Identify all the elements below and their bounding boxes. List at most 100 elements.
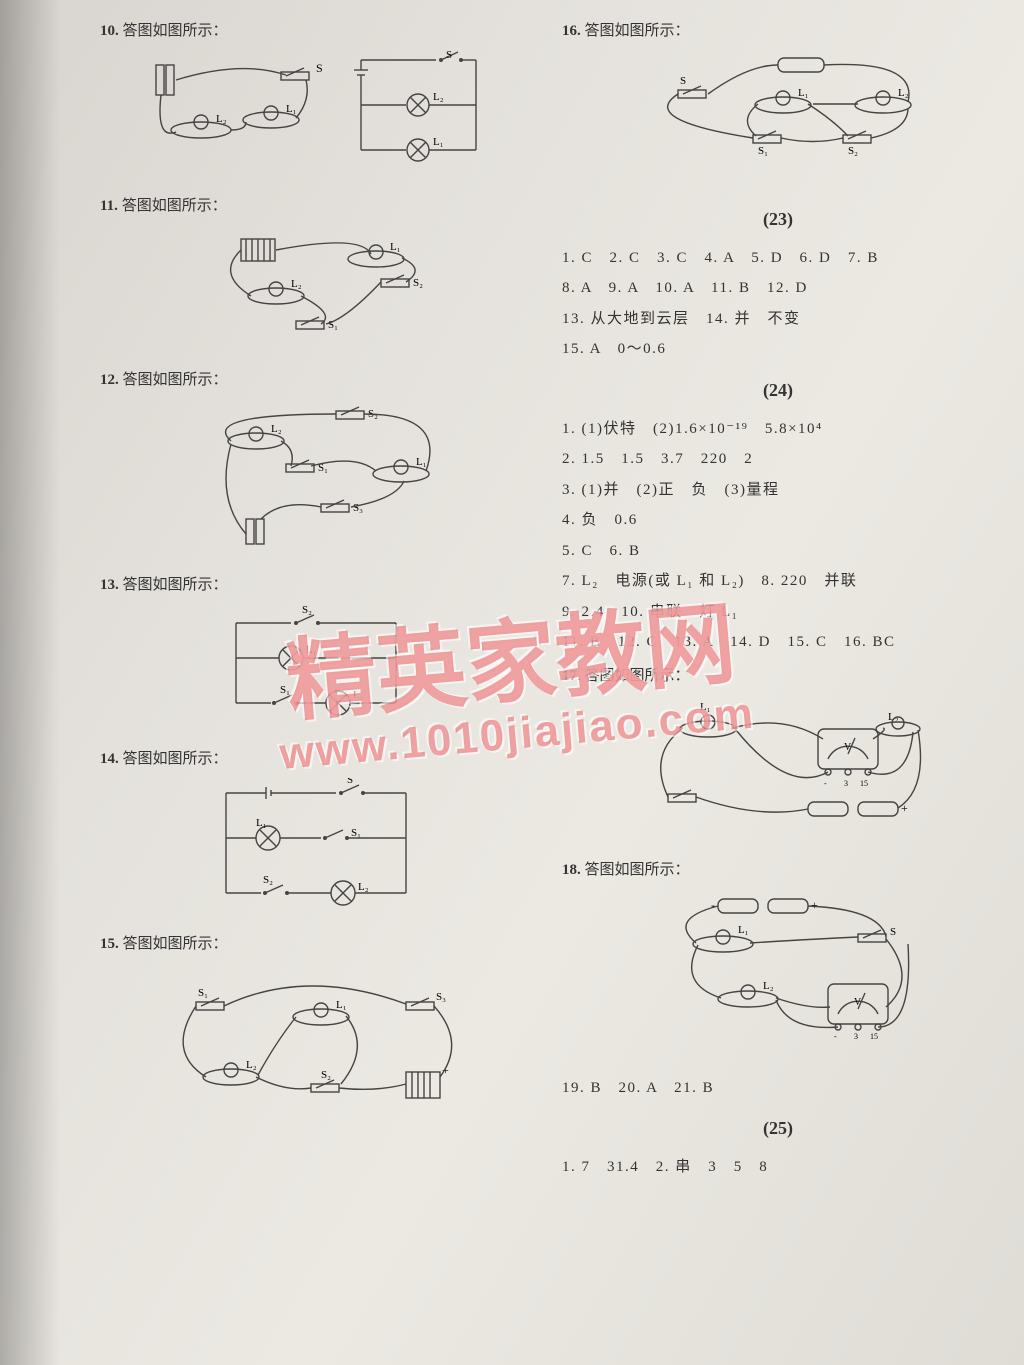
svg-text:L₂: L₂ [763, 980, 774, 992]
s24-l8: 11. B 12. C 13. A 14. D 15. C 16. BC [562, 628, 994, 657]
q13: 13. 答图如图所示： S₂ [100, 574, 532, 731]
q18-diagram: - + L₁ S L₂ [607, 888, 949, 1040]
svg-text:L₁: L₁ [433, 136, 444, 148]
q15-diagram: S₁ L₁ S₃ L₂ S₂ [145, 961, 487, 1123]
q15-label: 答图如图所示： [123, 936, 228, 952]
s24-l3: 3. (1)并 (2)正 负 (3)量程 [562, 476, 994, 505]
svg-text:S₁: S₁ [198, 987, 208, 999]
svg-text:L₁: L₁ [306, 644, 317, 656]
s23-l4: 15. A 0～0.6 [562, 335, 994, 364]
svg-text:L₁: L₁ [738, 924, 749, 936]
q18: 18. 答图如图所示： - + L₁ S [562, 859, 994, 1046]
q16-diagram: S L₁ L₂ S₁ S₂ [607, 49, 949, 171]
svg-text:L₂: L₂ [291, 278, 302, 290]
s25-l1: 1. 7 31.4 2. 串 3 5 8 [562, 1153, 994, 1182]
svg-text:V: V [844, 742, 852, 753]
q12-diagram: S₂ L₂ S₁ L₁ S₃ [145, 398, 487, 550]
svg-text:+: + [811, 898, 818, 912]
svg-text:S₃: S₃ [436, 991, 446, 1003]
svg-text:L₁: L₁ [336, 999, 347, 1011]
section-23-marker: (23) [562, 209, 994, 230]
section-25-marker: (25) [562, 1118, 994, 1139]
svg-text:-: - [711, 898, 715, 912]
svg-text:L₂: L₂ [353, 689, 364, 701]
svg-text:L₁: L₁ [390, 241, 401, 253]
svg-text:S: S [316, 61, 323, 75]
svg-text:S₃: S₃ [353, 502, 363, 514]
s23-l2: 8. A 9. A 10. A 11. B 12. D [562, 274, 994, 303]
s23-l1: 1. C 2. C 3. C 4. A 5. D 6. D 7. B [562, 244, 994, 273]
svg-text:S₂: S₂ [321, 1069, 331, 1081]
svg-text:S: S [890, 926, 896, 938]
svg-text:L₁: L₁ [286, 103, 297, 115]
s24-trailing: 19. B 20. A 21. B [562, 1074, 994, 1103]
q12-number: 12. [100, 372, 119, 388]
q14-diagram: S L₁ S₁ [200, 777, 432, 909]
svg-text:S₁: S₁ [758, 145, 768, 157]
left-column: 10. 答图如图所示： S L₂ [100, 20, 532, 1345]
s24-l1: 1. (1)伏特 (2)1.6×10⁻¹⁹ 5.8×10⁴ [562, 415, 994, 444]
q10-number: 10. [100, 23, 119, 39]
svg-text:15: 15 [870, 1032, 878, 1039]
q16-number: 16. [562, 23, 581, 39]
q11: 11. 答图如图所示： L₁ [100, 195, 532, 352]
svg-text:S: S [446, 50, 452, 61]
q16-label: 答图如图所示： [585, 23, 690, 39]
q11-number: 11. [100, 198, 118, 214]
svg-text:L₁: L₁ [700, 701, 711, 713]
s24-l7: 9. 2.4 10. 串联 灯 L₁ [562, 598, 994, 627]
q18-label: 答图如图所示： [585, 862, 690, 878]
q10-diagram: S L₂ L₁ [145, 49, 487, 171]
svg-text:L₂: L₂ [271, 423, 282, 435]
q11-label: 答图如图所示： [122, 198, 227, 214]
q17-number: 17. [562, 668, 581, 684]
q14: 14. 答图如图所示： S [100, 748, 532, 915]
s24-l5: 5. C 6. B [562, 537, 994, 566]
q17: 17. 答图如图所示： L₁ V - [562, 665, 994, 842]
q14-label: 答图如图所示： [123, 751, 228, 767]
q13-number: 13. [100, 577, 119, 593]
svg-text:L₂: L₂ [898, 87, 909, 99]
svg-text:S₁: S₁ [351, 827, 361, 839]
svg-text:15: 15 [860, 779, 868, 788]
svg-text:-: - [834, 1032, 837, 1039]
q18-number: 18. [562, 862, 581, 878]
svg-text:S₁: S₁ [280, 684, 290, 696]
svg-text:L₂: L₂ [433, 91, 444, 103]
svg-text:S: S [680, 75, 686, 87]
svg-text:S₂: S₂ [302, 604, 312, 616]
svg-text:L₂: L₂ [358, 881, 369, 893]
svg-text:L₂: L₂ [246, 1059, 257, 1071]
svg-text:L₁: L₁ [256, 817, 267, 829]
s24-l4: 4. 负 0.6 [562, 506, 994, 535]
q14-number: 14. [100, 751, 119, 767]
q11-diagram: L₁ S₂ L₂ S₁ [145, 223, 487, 345]
q17-label: 答图如图所示： [585, 668, 690, 684]
s24-l6: 7. L₂ 电源(或 L₁ 和 L₂) 8. 220 并联 [562, 567, 994, 596]
q10: 10. 答图如图所示： S L₂ [100, 20, 532, 177]
svg-text:V: V [854, 997, 862, 1008]
svg-text:L₂: L₂ [216, 113, 227, 125]
two-column-layout: 10. 答图如图所示： S L₂ [100, 20, 994, 1345]
q13-label: 答图如图所示： [123, 577, 228, 593]
section-24-marker: (24) [562, 380, 994, 401]
q15-number: 15. [100, 936, 119, 952]
svg-text:L₁: L₁ [416, 456, 427, 468]
s24-l2: 2. 1.5 1.5 3.7 220 2 [562, 445, 994, 474]
svg-text:-: - [824, 779, 827, 788]
q12-label: 答图如图所示： [123, 372, 228, 388]
page: 10. 答图如图所示： S L₂ [0, 0, 1024, 1365]
q10-label: 答图如图所示： [123, 23, 228, 39]
svg-text:3: 3 [844, 779, 848, 788]
q12: 12. 答图如图所示： S₂ L₂ S₁ [100, 369, 532, 556]
q17-diagram: L₁ V - 3 15 L₂ [607, 693, 949, 835]
svg-text:S₂: S₂ [848, 145, 858, 157]
right-column: 16. 答图如图所示： S L₁ L₂ [562, 20, 994, 1345]
q16: 16. 答图如图所示： S L₁ L₂ [562, 20, 994, 177]
q15: 15. 答图如图所示： S₁ L₁ S₃ [100, 933, 532, 1130]
svg-text:S: S [347, 778, 353, 786]
svg-text:S₂: S₂ [413, 277, 423, 289]
s23-l3: 13. 从大地到云层 14. 并 不变 [562, 305, 994, 334]
svg-text:L₁: L₁ [798, 87, 809, 99]
svg-text:S₂: S₂ [263, 874, 273, 886]
